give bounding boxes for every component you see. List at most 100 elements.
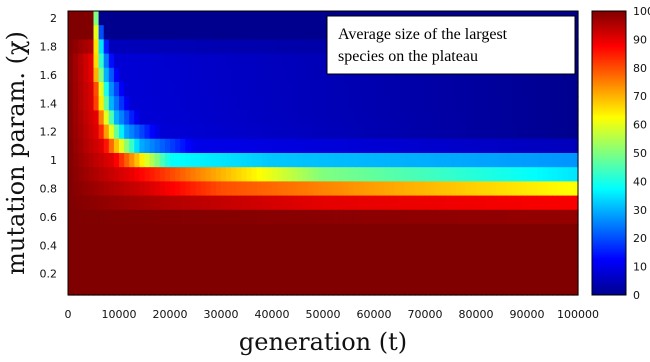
heatmap-cell — [389, 138, 395, 154]
heatmap-cell — [215, 96, 222, 111]
heatmap-cell — [537, 280, 543, 296]
heatmap-cell — [343, 238, 350, 253]
heatmap-cell — [297, 138, 304, 154]
heatmap-cell — [98, 138, 105, 154]
heatmap-cell — [547, 280, 554, 296]
heatmap-cell — [292, 280, 299, 296]
heatmap-cell — [389, 181, 395, 197]
heatmap-cell — [113, 110, 120, 126]
heatmap-cell — [226, 266, 232, 282]
heatmap-cell — [307, 39, 314, 55]
heatmap-cell — [374, 167, 380, 182]
heatmap-cell — [404, 82, 411, 97]
heatmap-cell — [368, 167, 375, 182]
heatmap-cell — [511, 67, 518, 83]
heatmap-cell — [348, 224, 355, 239]
heatmap-cell — [455, 209, 462, 225]
heatmap-cell — [323, 252, 329, 268]
heatmap-cell — [506, 181, 513, 197]
heatmap-cell — [200, 266, 207, 282]
heatmap-cell — [440, 138, 446, 154]
x-tick-label: 40000 — [255, 308, 290, 321]
heatmap-cell — [190, 280, 197, 296]
heatmap-cell — [333, 252, 339, 268]
heatmap-cell — [256, 53, 263, 69]
heatmap-cell — [527, 195, 533, 211]
heatmap-cell — [506, 195, 513, 211]
heatmap-cell — [368, 280, 375, 296]
heatmap-cell — [210, 110, 217, 126]
heatmap-cell — [282, 181, 288, 197]
heatmap-cell — [465, 252, 472, 268]
heatmap-cell — [435, 153, 441, 168]
heatmap-cell — [139, 224, 146, 239]
heatmap-cell — [521, 82, 528, 97]
heatmap-cell — [465, 82, 472, 97]
heatmap-cell — [312, 252, 319, 268]
heatmap-cell — [164, 82, 171, 97]
heatmap-cell — [93, 110, 100, 126]
heatmap-cell — [414, 195, 421, 211]
heatmap-cell — [404, 224, 411, 239]
heatmap-cell — [363, 82, 370, 97]
heatmap-cell — [261, 266, 268, 282]
heatmap-cell — [465, 167, 472, 182]
heatmap-cell — [200, 82, 207, 97]
heatmap-cell — [527, 82, 533, 97]
heatmap-cell — [343, 167, 350, 182]
heatmap-cell — [312, 238, 319, 253]
heatmap-cell — [409, 238, 416, 253]
heatmap-cell — [205, 224, 212, 239]
heatmap-cell — [154, 96, 161, 111]
heatmap-cell — [134, 167, 140, 182]
heatmap-cell — [379, 209, 385, 225]
heatmap-cell — [261, 53, 268, 69]
heatmap-cell — [328, 266, 334, 282]
heatmap-cell — [287, 25, 293, 40]
heatmap-cell — [113, 167, 120, 182]
heatmap-cell — [496, 67, 503, 83]
heatmap-cell — [93, 167, 100, 182]
heatmap-cell — [486, 181, 492, 197]
heatmap-cell — [241, 138, 248, 154]
heatmap-cell — [389, 195, 395, 211]
heatmap-cell — [236, 124, 242, 140]
heatmap-cell — [175, 266, 181, 282]
heatmap-cell — [481, 252, 487, 268]
heatmap-cell — [394, 209, 401, 225]
heatmap-cell — [149, 209, 156, 225]
heatmap-cell — [348, 252, 355, 268]
heatmap-cell — [272, 266, 278, 282]
annotation-line-2: species on the plateau — [338, 48, 478, 65]
heatmap-cell — [537, 224, 543, 239]
heatmap-cell — [317, 25, 324, 40]
heatmap-cell — [399, 224, 406, 239]
heatmap-cell — [205, 96, 212, 111]
heatmap-cell — [68, 53, 74, 69]
heatmap-cell — [317, 224, 324, 239]
heatmap-cell — [404, 67, 411, 83]
heatmap-cell — [562, 138, 569, 154]
heatmap-cell — [144, 25, 151, 40]
heatmap-cell — [221, 209, 227, 225]
heatmap-cell — [144, 238, 151, 253]
heatmap-cell — [154, 124, 161, 140]
heatmap-cell — [236, 167, 242, 182]
heatmap-cell — [78, 181, 84, 197]
heatmap-cell — [144, 266, 151, 282]
heatmap-cell — [374, 224, 380, 239]
heatmap-cell — [221, 167, 227, 182]
heatmap-cell — [496, 82, 503, 97]
heatmap-cell — [215, 138, 222, 154]
heatmap-cell — [170, 82, 176, 97]
heatmap-cell — [445, 167, 452, 182]
heatmap-cell — [129, 96, 135, 111]
heatmap-cell — [272, 39, 278, 55]
heatmap-cell — [516, 252, 523, 268]
heatmap-cell — [170, 96, 176, 111]
heatmap-cell — [323, 124, 329, 140]
heatmap-cell — [88, 39, 95, 55]
heatmap-cell — [88, 153, 95, 168]
heatmap-cell — [430, 238, 436, 253]
heatmap-cell — [256, 82, 263, 97]
